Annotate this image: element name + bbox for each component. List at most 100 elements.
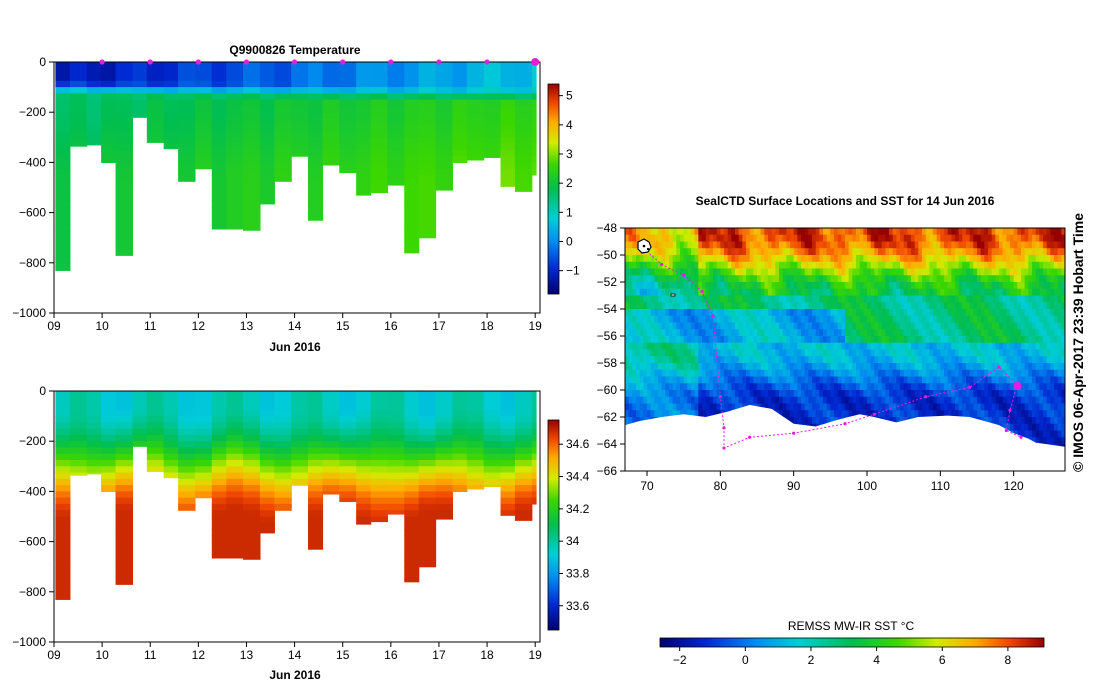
sst-cell bbox=[643, 410, 648, 418]
sst-cell bbox=[713, 403, 718, 411]
profile-cell bbox=[500, 80, 516, 88]
sst-cell bbox=[922, 396, 927, 404]
profile-cell bbox=[404, 218, 420, 226]
sst-cell bbox=[885, 322, 890, 330]
profile-cell bbox=[356, 516, 372, 524]
profile-cell bbox=[211, 225, 227, 230]
sst-cell bbox=[658, 282, 663, 290]
profile-cell bbox=[531, 137, 537, 145]
sst-cell bbox=[639, 322, 644, 330]
sst-cell bbox=[1057, 396, 1062, 404]
sst-cell bbox=[922, 349, 927, 357]
sst-cell bbox=[647, 295, 652, 303]
sst-cell bbox=[1006, 369, 1011, 377]
sst-cell bbox=[661, 309, 666, 317]
sst-cell bbox=[1010, 342, 1015, 350]
sst-cell bbox=[958, 396, 963, 404]
sst-cell bbox=[753, 234, 758, 242]
sst-cell bbox=[848, 376, 853, 384]
profile-cell bbox=[194, 491, 213, 499]
sst-cell bbox=[925, 282, 930, 290]
sst-cell bbox=[900, 228, 905, 236]
sst-cell bbox=[727, 248, 732, 256]
sst-cell bbox=[969, 268, 974, 276]
sst-cell bbox=[804, 356, 809, 364]
sst-cell bbox=[907, 309, 912, 317]
sst-cell bbox=[793, 241, 798, 249]
sst-cell bbox=[797, 356, 802, 364]
sst-cell bbox=[731, 282, 736, 290]
sst-cell bbox=[709, 275, 714, 283]
sst-cell bbox=[713, 315, 718, 323]
sst-cell bbox=[896, 228, 901, 236]
sst-cell bbox=[639, 255, 644, 263]
sst-cell bbox=[720, 383, 725, 391]
sst-cell bbox=[790, 390, 795, 398]
sst-cell bbox=[632, 288, 637, 296]
sst-cell bbox=[936, 268, 941, 276]
profile-cell bbox=[514, 497, 533, 505]
sst-cell bbox=[947, 336, 952, 344]
y-tick-label: −1000 bbox=[12, 635, 46, 649]
profile-cell bbox=[531, 422, 537, 430]
profile-cell bbox=[339, 391, 357, 398]
profile-cell bbox=[226, 428, 244, 436]
sst-cell bbox=[691, 248, 696, 256]
sst-cell bbox=[885, 268, 890, 276]
sst-cell bbox=[933, 363, 938, 371]
sst-cell bbox=[859, 342, 864, 350]
sst-cell bbox=[775, 241, 780, 249]
sst-cell bbox=[900, 342, 905, 350]
sst-cell bbox=[900, 329, 905, 337]
profile-cell bbox=[211, 74, 227, 82]
sst-cell bbox=[911, 390, 916, 398]
profile-cell bbox=[55, 143, 71, 151]
profile-cell bbox=[435, 503, 453, 511]
sst-cell bbox=[713, 390, 718, 398]
sst-cell bbox=[705, 282, 710, 290]
sst-cell bbox=[1010, 295, 1015, 303]
sst-cell bbox=[819, 349, 824, 357]
sst-cell bbox=[988, 356, 993, 364]
sst-cell bbox=[834, 315, 839, 323]
sst-cell bbox=[845, 295, 850, 303]
temperature-chart-title: Q9900826 Temperature bbox=[229, 43, 361, 57]
sst-cell bbox=[1039, 383, 1044, 391]
sst-cell bbox=[636, 342, 641, 350]
sst-cell bbox=[643, 356, 648, 364]
sst-cell bbox=[636, 336, 641, 344]
sst-cell bbox=[841, 255, 846, 263]
sst-cell bbox=[669, 268, 674, 276]
sst-cell bbox=[1010, 390, 1015, 398]
sst-cell bbox=[834, 248, 839, 256]
profile-cell bbox=[115, 87, 133, 94]
profile-cell bbox=[370, 503, 389, 511]
sst-cell bbox=[940, 268, 945, 276]
sst-cell bbox=[764, 396, 769, 404]
profile-cell bbox=[514, 149, 533, 157]
sst-cell bbox=[760, 248, 765, 256]
profile-cell bbox=[466, 472, 485, 480]
sst-cell bbox=[955, 282, 960, 290]
sst-cell bbox=[771, 336, 776, 344]
sst-cell bbox=[735, 282, 740, 290]
profile-cell bbox=[101, 416, 117, 423]
sst-cell bbox=[874, 295, 879, 303]
sst-cell bbox=[815, 302, 820, 310]
sst-cell bbox=[1028, 315, 1033, 323]
profile-cell bbox=[55, 472, 71, 480]
sst-cell bbox=[665, 329, 670, 337]
profile-cell bbox=[322, 416, 340, 423]
sst-cell bbox=[925, 228, 930, 236]
sst-cell bbox=[1046, 302, 1051, 310]
sst-cell bbox=[841, 403, 846, 411]
profile-cell bbox=[259, 529, 275, 534]
sst-cell bbox=[764, 302, 769, 310]
sst-cell bbox=[826, 241, 831, 249]
sst-cell bbox=[896, 241, 901, 249]
profile-cell bbox=[115, 124, 133, 132]
sst-cell bbox=[650, 255, 655, 263]
sst-cell bbox=[991, 403, 996, 411]
sst-cell bbox=[933, 356, 938, 364]
profile-cell bbox=[115, 510, 133, 518]
